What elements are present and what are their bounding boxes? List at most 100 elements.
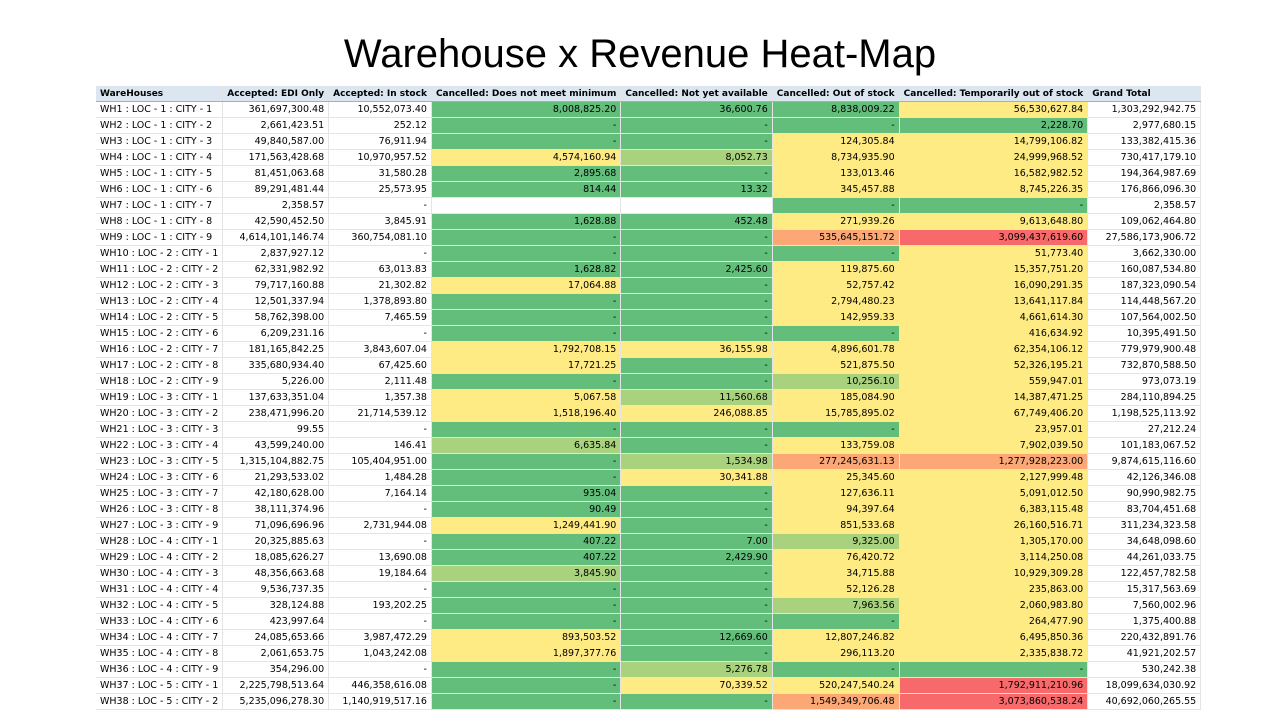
value-cell[interactable]: 2,060,983.80 <box>899 597 1089 614</box>
value-cell[interactable]: 127,636.11 <box>772 485 900 502</box>
grand-total-cell[interactable]: 107,564,002.50 <box>1087 309 1202 326</box>
value-cell[interactable]: 52,126.28 <box>772 581 900 598</box>
value-cell[interactable]: 2,358.57 <box>222 197 330 214</box>
value-cell[interactable]: 133,759.08 <box>772 437 900 454</box>
value-cell[interactable]: - <box>620 245 773 262</box>
value-cell[interactable]: 2,127,999.48 <box>899 469 1089 486</box>
warehouse-cell[interactable]: WH14 : LOC - 2 : CITY - 5 <box>96 309 224 326</box>
value-cell[interactable]: - <box>620 501 773 518</box>
warehouse-cell[interactable]: WH36 : LOC - 4 : CITY - 9 <box>96 661 224 678</box>
value-cell[interactable]: 1,518,196.40 <box>431 405 622 422</box>
warehouse-cell[interactable]: WH21 : LOC - 3 : CITY - 3 <box>96 421 224 438</box>
value-cell[interactable]: 238,471,996.20 <box>222 405 330 422</box>
value-cell[interactable]: 452.48 <box>620 213 773 230</box>
warehouse-cell[interactable]: WH7 : LOC - 1 : CITY - 7 <box>96 197 224 214</box>
value-cell[interactable]: 264,477.90 <box>899 613 1089 630</box>
grand-total-cell[interactable]: 10,395,491.50 <box>1087 325 1202 342</box>
value-cell[interactable]: - <box>620 581 773 598</box>
value-cell[interactable]: - <box>620 165 773 182</box>
value-cell[interactable]: 11,560.68 <box>620 389 773 406</box>
warehouse-cell[interactable]: WH12 : LOC - 2 : CITY - 3 <box>96 277 224 294</box>
value-cell[interactable]: 17,064.88 <box>431 277 622 294</box>
value-cell[interactable]: 70,339.52 <box>620 677 773 694</box>
warehouse-cell[interactable]: WH6 : LOC - 1 : CITY - 6 <box>96 181 224 198</box>
grand-total-cell[interactable]: 973,073.19 <box>1087 373 1202 390</box>
value-cell[interactable]: - <box>431 581 622 598</box>
warehouse-cell[interactable]: WH27 : LOC - 3 : CITY - 9 <box>96 517 224 534</box>
warehouse-cell[interactable]: WH29 : LOC - 4 : CITY - 2 <box>96 549 224 566</box>
value-cell[interactable]: 79,717,160.88 <box>222 277 330 294</box>
value-cell[interactable]: - <box>328 661 432 678</box>
grand-total-cell[interactable]: 41,921,202.57 <box>1087 645 1202 662</box>
value-cell[interactable]: 345,457.88 <box>772 181 900 198</box>
warehouse-cell[interactable]: WH38 : LOC - 5 : CITY - 2 <box>96 693 224 710</box>
warehouse-cell[interactable]: WH13 : LOC - 2 : CITY - 4 <box>96 293 224 310</box>
grand-total-cell[interactable]: 9,874,615,116.60 <box>1087 453 1202 470</box>
value-cell[interactable]: 3,845.90 <box>431 565 622 582</box>
value-cell[interactable]: - <box>620 437 773 454</box>
value-cell[interactable]: 3,987,472.29 <box>328 629 432 646</box>
value-cell[interactable]: - <box>620 613 773 630</box>
warehouse-cell[interactable]: WH25 : LOC - 3 : CITY - 7 <box>96 485 224 502</box>
value-cell[interactable]: - <box>620 133 773 150</box>
value-cell[interactable]: - <box>620 309 773 326</box>
value-cell[interactable]: 171,563,428.68 <box>222 149 330 166</box>
value-cell[interactable]: 5,276.78 <box>620 661 773 678</box>
value-cell[interactable]: - <box>431 453 622 470</box>
value-cell[interactable]: 2,111.48 <box>328 373 432 390</box>
value-cell[interactable]: 137,633,351.04 <box>222 389 330 406</box>
value-cell[interactable]: - <box>328 325 432 342</box>
value-cell[interactable]: 51,773.40 <box>899 245 1089 262</box>
grand-total-cell[interactable]: 133,382,415.36 <box>1087 133 1202 150</box>
value-cell[interactable]: 1,534.98 <box>620 453 773 470</box>
value-cell[interactable]: - <box>431 373 622 390</box>
value-cell[interactable]: - <box>328 197 432 214</box>
value-cell[interactable]: 13,641,117.84 <box>899 293 1089 310</box>
value-cell[interactable]: 56,530,627.84 <box>899 101 1089 118</box>
column-header[interactable]: Cancelled: Out of stock <box>772 86 900 102</box>
value-cell[interactable]: 133,013.46 <box>772 165 900 182</box>
warehouse-cell[interactable]: WH28 : LOC - 4 : CITY - 1 <box>96 533 224 550</box>
value-cell[interactable]: 814.44 <box>431 181 622 198</box>
value-cell[interactable]: 2,425.60 <box>620 261 773 278</box>
warehouse-cell[interactable]: WH15 : LOC - 2 : CITY - 6 <box>96 325 224 342</box>
warehouse-cell[interactable]: WH17 : LOC - 2 : CITY - 8 <box>96 357 224 374</box>
warehouse-cell[interactable]: WH16 : LOC - 2 : CITY - 7 <box>96 341 224 358</box>
value-cell[interactable] <box>620 197 773 214</box>
value-cell[interactable]: 407.22 <box>431 549 622 566</box>
grand-total-cell[interactable]: 187,323,090.54 <box>1087 277 1202 294</box>
value-cell[interactable]: 2,228.70 <box>899 117 1089 134</box>
value-cell[interactable]: 19,184.64 <box>328 565 432 582</box>
value-cell[interactable]: - <box>431 677 622 694</box>
value-cell[interactable]: 2,061,653.75 <box>222 645 330 662</box>
value-cell[interactable]: - <box>431 325 622 342</box>
value-cell[interactable]: 893,503.52 <box>431 629 622 646</box>
value-cell[interactable]: 328,124.88 <box>222 597 330 614</box>
value-cell[interactable]: - <box>620 229 773 246</box>
value-cell[interactable]: - <box>328 245 432 262</box>
value-cell[interactable]: 9,536,737.35 <box>222 581 330 598</box>
value-cell[interactable]: 15,785,895.02 <box>772 405 900 422</box>
warehouse-cell[interactable]: WH24 : LOC - 3 : CITY - 6 <box>96 469 224 486</box>
grand-total-cell[interactable]: 1,375,400.88 <box>1087 613 1202 630</box>
value-cell[interactable]: 361,697,300.48 <box>222 101 330 118</box>
grand-total-cell[interactable]: 101,183,067.52 <box>1087 437 1202 454</box>
value-cell[interactable]: 3,114,250.08 <box>899 549 1089 566</box>
warehouse-cell[interactable]: WH8 : LOC - 1 : CITY - 8 <box>96 213 224 230</box>
value-cell[interactable]: 8,008,825.20 <box>431 101 622 118</box>
value-cell[interactable]: 42,590,452.50 <box>222 213 330 230</box>
value-cell[interactable]: 21,302.82 <box>328 277 432 294</box>
value-cell[interactable]: - <box>328 501 432 518</box>
value-cell[interactable]: - <box>620 325 773 342</box>
value-cell[interactable]: 48,356,663.68 <box>222 565 330 582</box>
value-cell[interactable]: 3,845.91 <box>328 213 432 230</box>
value-cell[interactable]: - <box>620 117 773 134</box>
value-cell[interactable]: 7,963.56 <box>772 597 900 614</box>
warehouse-cell[interactable]: WH32 : LOC - 4 : CITY - 5 <box>96 597 224 614</box>
value-cell[interactable]: 76,911.94 <box>328 133 432 150</box>
value-cell[interactable]: 21,714,539.12 <box>328 405 432 422</box>
value-cell[interactable]: 2,661,423.51 <box>222 117 330 134</box>
value-cell[interactable]: 34,715.88 <box>772 565 900 582</box>
value-cell[interactable]: 52,326,195.21 <box>899 357 1089 374</box>
value-cell[interactable]: 1,357.38 <box>328 389 432 406</box>
